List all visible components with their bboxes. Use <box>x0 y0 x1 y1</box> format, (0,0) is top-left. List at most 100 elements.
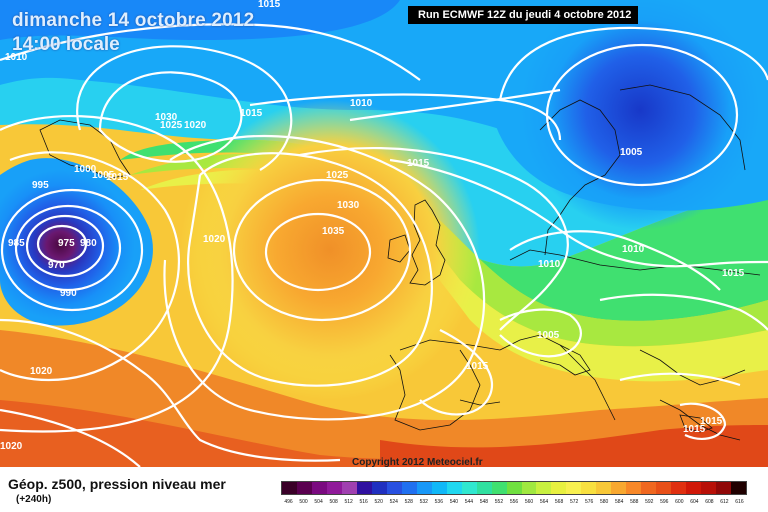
color-scale-swatch <box>296 482 312 494</box>
isobar-value: 990 <box>60 288 77 299</box>
isobar-value: 1015 <box>700 416 723 427</box>
isobar-value: 1015 <box>106 172 129 183</box>
color-scale-swatch <box>491 482 507 494</box>
color-scale-swatch <box>671 482 687 494</box>
weather-map: 1015 1010 1030 1025 1020 1015 1010 1000 … <box>0 0 768 467</box>
color-scale-label: 564 <box>539 499 549 505</box>
isobar-value: 1010 <box>622 244 645 255</box>
color-scale-label: 572 <box>569 499 579 505</box>
geopotential-field <box>0 0 768 467</box>
color-scale-label: 508 <box>329 499 338 505</box>
color-scale-label: 552 <box>494 499 504 505</box>
color-scale-swatch <box>686 482 702 494</box>
isobar-value: 995 <box>32 180 49 191</box>
copyright-notice: Copyright 2012 Meteociel.fr <box>352 457 483 468</box>
isobar-values: 1015 1010 1030 1025 1020 1015 1010 1000 … <box>0 0 745 452</box>
isobar-value: 1010 <box>538 259 561 270</box>
color-scale-swatch <box>536 482 552 494</box>
color-scale-swatch <box>386 482 402 494</box>
isobar-value: 1015 <box>683 424 706 435</box>
forecast-date: dimanche 14 octobre 2012 <box>12 10 255 31</box>
color-scale-label: 616 <box>735 499 744 505</box>
isobar-value: 975 <box>58 238 75 249</box>
coastlines <box>39 84 761 441</box>
color-scale-label: 556 <box>509 499 519 505</box>
isobar-value: 1035 <box>322 226 345 237</box>
isobar-value: 1020 <box>184 120 207 131</box>
color-scale-swatch <box>476 482 492 494</box>
color-scale-label: 560 <box>524 499 534 505</box>
isobar-value: 1010 <box>350 98 373 109</box>
model-run-label: Run ECMWF 12Z du jeudi 4 octobre 2012 <box>408 6 638 24</box>
isobar-value: 970 <box>48 260 65 271</box>
color-scale-labels: 496 500 504 508 512 516 520 524 528 532 536 540 544 5… <box>281 499 747 505</box>
isobar-lines <box>0 23 768 467</box>
color-scale-label: 612 <box>720 499 729 505</box>
color-scale-swatch <box>326 482 342 494</box>
color-scale-swatch <box>596 482 612 494</box>
color-scale-label: 512 <box>344 499 353 505</box>
color-scale-swatch <box>371 482 387 494</box>
color-scale-label: 504 <box>314 499 323 505</box>
isobar-value: 1020 <box>203 234 226 245</box>
isobar-value: 1005 <box>620 147 643 158</box>
color-scale-label: 608 <box>705 499 714 505</box>
color-scale-label: 516 <box>359 499 368 505</box>
isobar-value: 1010 <box>5 52 28 63</box>
color-scale-swatch <box>701 482 717 494</box>
isobar-value: 1015 <box>240 108 263 119</box>
color-scale-label: 500 <box>299 499 308 505</box>
isobar-value: 1030 <box>155 112 178 123</box>
color-scale-swatch <box>626 482 642 494</box>
isobar-value: 1000 <box>74 164 97 175</box>
forecast-lead-time: (+240h) <box>16 494 52 505</box>
color-scale-label: 540 <box>449 499 459 505</box>
isobar-value: 1005 <box>92 170 115 181</box>
color-scale-swatch <box>311 482 327 494</box>
color-scale-swatch <box>506 482 522 494</box>
color-scale-label: 584 <box>615 499 624 505</box>
color-scale-label: 544 <box>464 499 474 505</box>
color-scale-label: 548 <box>479 499 489 505</box>
color-scale-swatch <box>416 482 432 494</box>
color-scale-swatch <box>641 482 657 494</box>
isobar-value: 1020 <box>30 366 53 377</box>
color-scale-swatch <box>461 482 477 494</box>
color-scale-swatch <box>446 482 462 494</box>
color-scale-swatch <box>551 482 567 494</box>
color-scale-swatch <box>716 482 732 494</box>
color-scale-label: 528 <box>404 499 413 505</box>
isobar-value: 1020 <box>0 441 23 452</box>
isobar-value: 1025 <box>326 170 349 181</box>
color-scale-swatch <box>356 482 372 494</box>
color-scale-swatch <box>566 482 582 494</box>
color-scale-label: 496 <box>284 499 293 505</box>
color-scale-label: 532 <box>419 499 428 505</box>
color-scale-swatch <box>731 482 747 494</box>
isobar-value: 1015 <box>407 158 430 169</box>
map-field-title: Géop. z500, pression niveau mer <box>8 476 226 492</box>
isobar-value: 980 <box>80 238 97 249</box>
color-scale <box>281 481 747 495</box>
isobar-value: 1015 <box>466 361 489 372</box>
color-scale-swatch <box>611 482 627 494</box>
color-scale-swatch <box>656 482 672 494</box>
color-scale-swatch <box>341 482 357 494</box>
color-scale-label: 592 <box>645 499 654 505</box>
color-scale-label: 588 <box>630 499 639 505</box>
color-scale-label: 580 <box>600 499 609 505</box>
isobar-value: 985 <box>8 238 25 249</box>
color-scale-label: 600 <box>675 499 684 505</box>
color-scale-swatch <box>401 482 417 494</box>
color-scale-swatch <box>521 482 537 494</box>
isobar-value: 1030 <box>337 200 360 211</box>
isobar-value: 1025 <box>160 120 183 131</box>
color-scale-swatch <box>282 482 297 494</box>
color-scale-label: 576 <box>584 499 594 505</box>
color-scale-label: 596 <box>660 499 669 505</box>
color-scale-swatch <box>581 482 597 494</box>
color-scale-label: 520 <box>374 499 383 505</box>
color-scale-label: 536 <box>434 499 443 505</box>
color-scale-label: 604 <box>690 499 699 505</box>
